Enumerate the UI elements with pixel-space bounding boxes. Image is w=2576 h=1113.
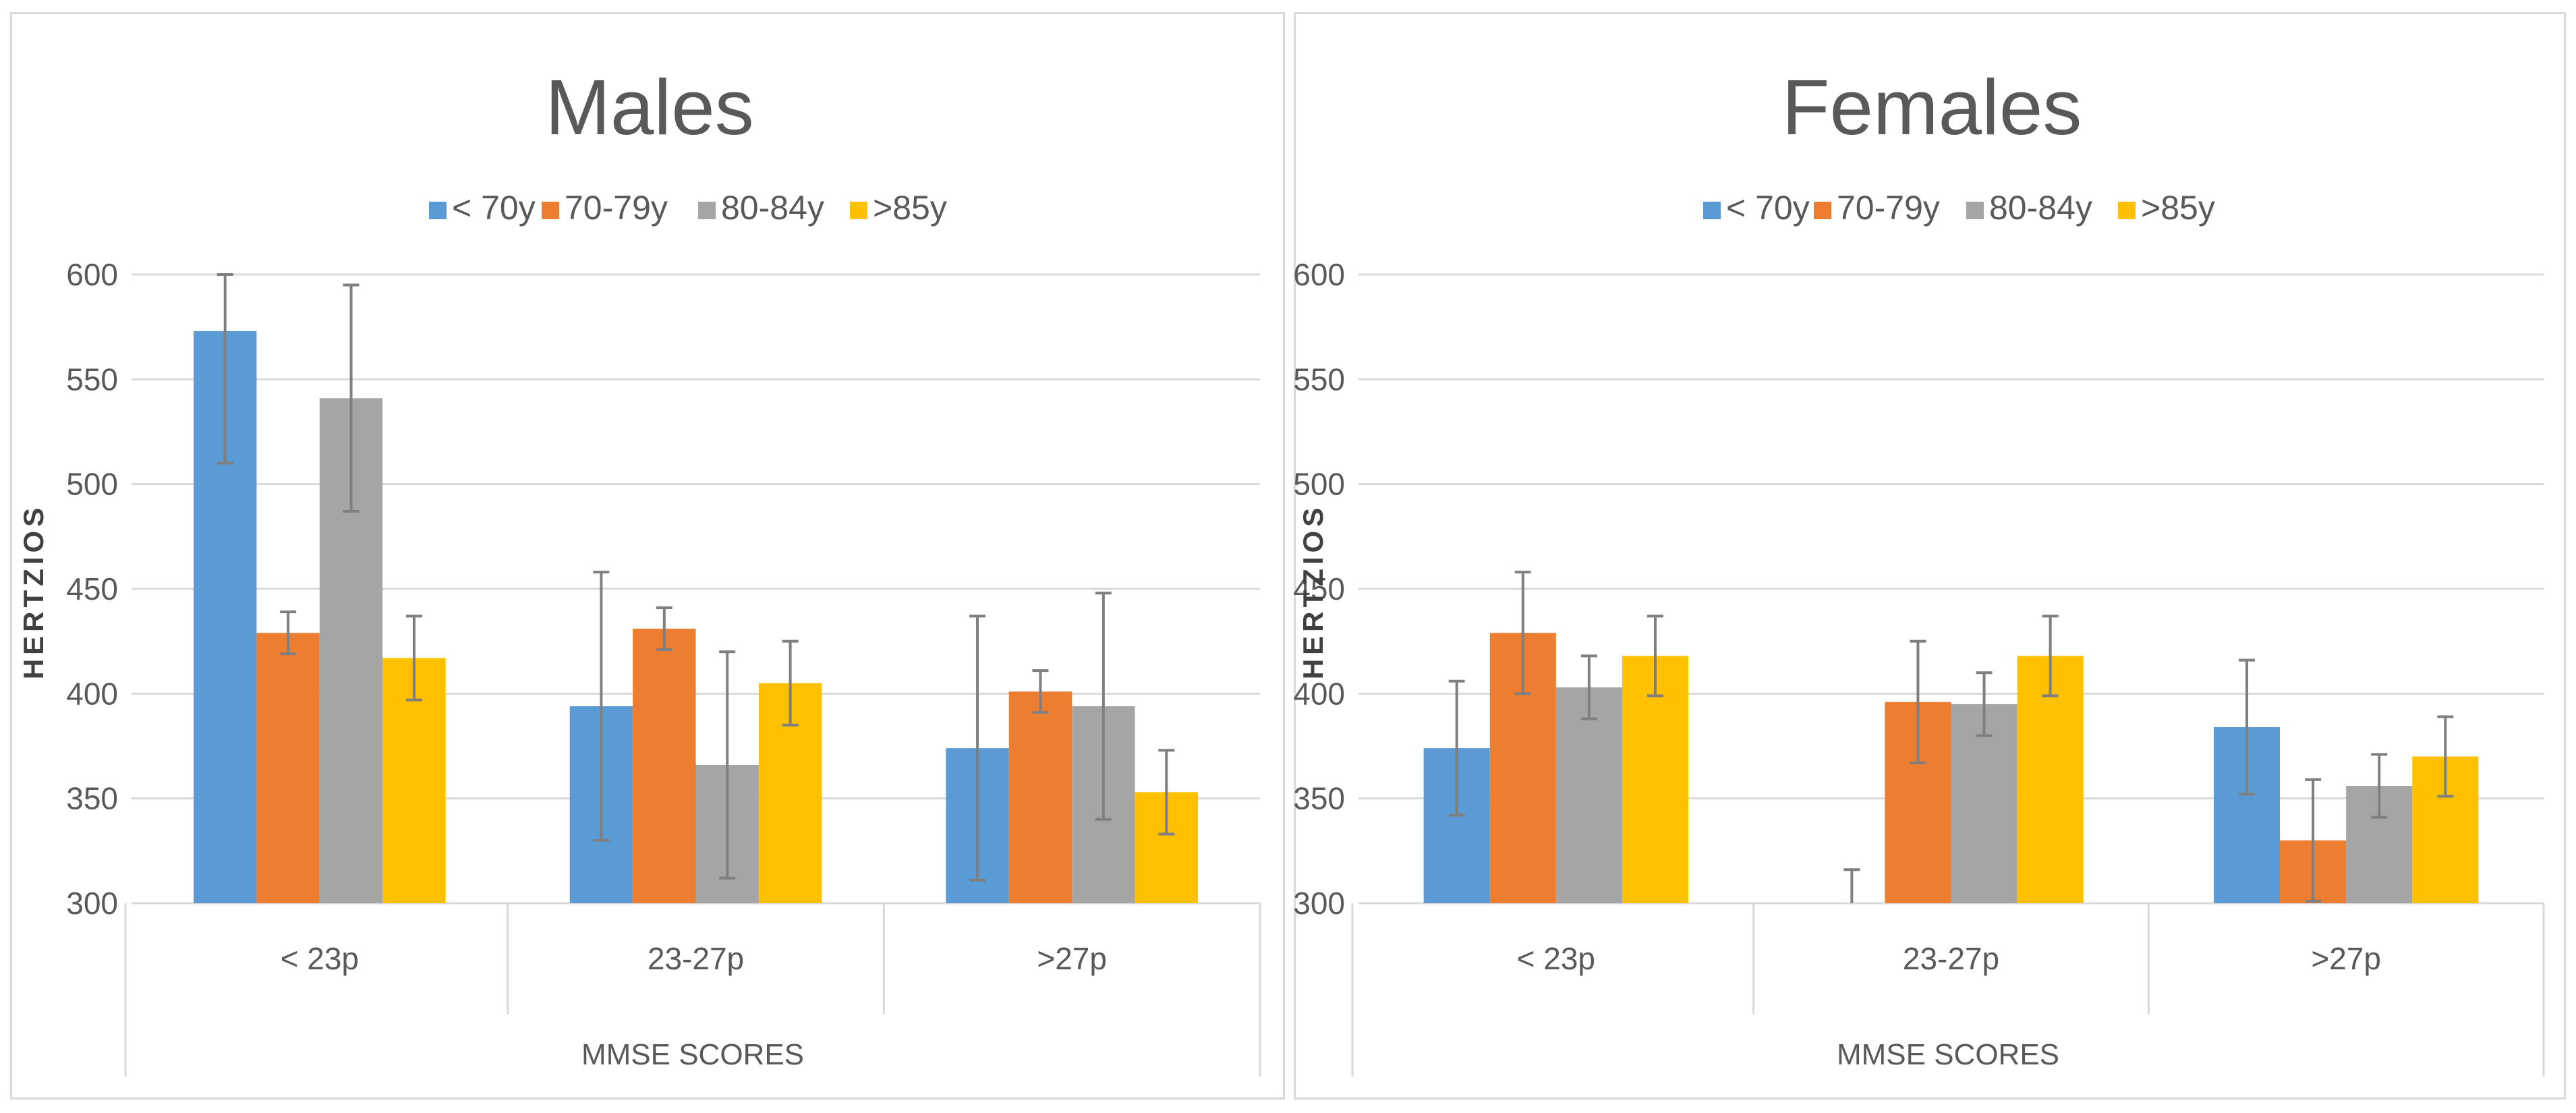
legend-label: >85y: [873, 189, 947, 227]
bar: [1951, 704, 2017, 903]
y-tick-label: 500: [1293, 467, 1345, 502]
y-tick-label: 300: [1293, 886, 1345, 921]
legend-label: 80-84y: [721, 189, 824, 227]
x-category-label: 23-27p: [1903, 941, 1999, 976]
legend-label: 70-79y: [1837, 189, 1940, 227]
bar: [633, 629, 696, 903]
legend-label: 80-84y: [1989, 189, 2092, 227]
legend-swatch: [850, 202, 867, 219]
y-tick-label: 450: [1293, 571, 1345, 606]
y-axis-title: HERTZIOS: [1297, 504, 1329, 679]
bar: [1622, 656, 1689, 903]
legend-label: >85y: [2141, 189, 2215, 227]
males-chart: Males< 70y 70-79y 80-84y >85y 300 350 400 450 50…: [18, 63, 1261, 1077]
legend-swatch: [1966, 202, 1984, 219]
y-axis-title: HERTZIOS: [18, 504, 49, 679]
y-tick-label: 350: [66, 781, 118, 816]
bar: [1008, 691, 1072, 903]
x-category-label: 23-27p: [648, 941, 744, 976]
legend-swatch: [429, 202, 447, 219]
x-category-label: >27p: [1037, 941, 1107, 976]
legend-label: < 70y: [1726, 189, 1810, 227]
legend-label: 70-79y: [565, 189, 668, 227]
legend-label: < 70y: [452, 189, 536, 227]
bar: [2017, 656, 2084, 903]
bar: [256, 633, 320, 903]
y-tick-label: 550: [1293, 362, 1345, 397]
legend-swatch: [1703, 202, 1721, 219]
chart-panel-females: Females < 70y 70-79y 80-84y >85y 300 350 400 450…: [1293, 12, 2566, 1100]
y-tick-label: 600: [66, 257, 118, 292]
y-tick-label: 350: [1293, 781, 1345, 816]
x-axis-title: MMSE SCORES: [1837, 1038, 2059, 1071]
chart-title: Females: [1782, 63, 2082, 151]
x-category-label: >27p: [2311, 941, 2381, 976]
legend-swatch: [1814, 202, 1831, 219]
y-tick-label: 600: [1293, 257, 1345, 292]
legend-swatch: [2118, 202, 2136, 219]
x-category-label: < 23p: [281, 941, 359, 976]
x-category-label: < 23p: [1517, 941, 1595, 976]
y-tick-label: 400: [1293, 676, 1345, 711]
y-tick-label: 400: [66, 676, 118, 711]
legend-swatch: [542, 202, 559, 219]
x-axis-title: MMSE SCORES: [581, 1038, 804, 1071]
y-tick-label: 300: [66, 886, 118, 921]
y-tick-label: 550: [66, 362, 118, 397]
y-tick-label: 450: [66, 571, 118, 606]
females-chart: Females < 70y 70-79y 80-84y >85y 300 350 400 450…: [1293, 63, 2545, 1077]
chart-panel-males: Males < 70y 70-79y 80-84y >85y 300 350 400 450 50…: [10, 12, 1285, 1100]
y-tick-label: 500: [66, 467, 118, 502]
bar: [1555, 687, 1622, 903]
legend-swatch: [698, 202, 716, 219]
chart-title: Males: [545, 63, 753, 151]
